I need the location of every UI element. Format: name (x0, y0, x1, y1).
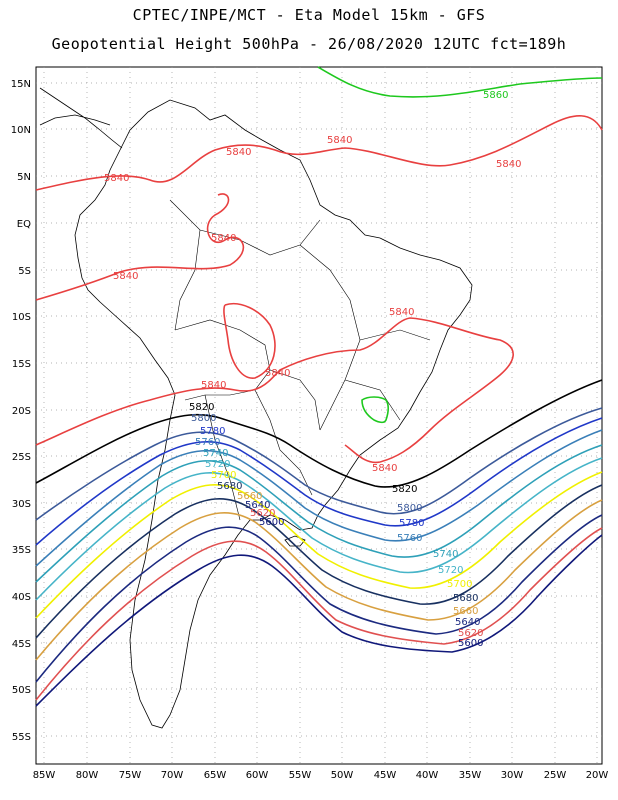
label-5660-b: 5660 (453, 606, 478, 617)
longitude-label: 50W (331, 770, 354, 781)
contour-5640 (35, 514, 603, 683)
longitude-label: 65W (204, 770, 227, 781)
latitude-label: 50S (12, 685, 31, 696)
label-5760-a: 5760 (195, 437, 220, 448)
latitude-label: 45S (12, 639, 31, 650)
contour-5840-amazon (35, 193, 244, 301)
latitude-label: 5S (18, 266, 31, 277)
falkland-islands (284, 535, 306, 547)
contour-5740 (35, 444, 603, 583)
label-5840-a: 5840 (327, 135, 352, 146)
longitude-label: 70W (161, 770, 184, 781)
label-5840-j: 5840 (372, 463, 397, 474)
longitude-label: 85W (33, 770, 56, 781)
latitude-labels: 15N 10N 5N EQ 5S 10S 15S 20S 25S 30S 35S 40S 45S 50S 5… (11, 79, 31, 743)
label-5840-b: 5840 (226, 147, 251, 158)
latitude-label: 40S (12, 592, 31, 603)
latitude-label: 20S (12, 406, 31, 417)
title-line-1: CPTEC/INPE/MCT - Eta Model 15km - GFS (132, 6, 486, 24)
coastlines (39, 87, 473, 729)
latitude-label: 15S (12, 359, 31, 370)
latitude-label: 10N (11, 125, 31, 136)
label-5800-b: 5800 (397, 503, 422, 514)
contour-5840-north (35, 115, 603, 191)
latitude-label: 25S (12, 452, 31, 463)
contour-5820 (35, 379, 603, 488)
longitude-label: 80W (76, 770, 99, 781)
contour-5600 (35, 534, 603, 707)
central-america-coast (39, 87, 123, 149)
contour-5800 (35, 407, 603, 521)
label-5840-g: 5840 (389, 307, 414, 318)
longitude-label: 30W (501, 770, 524, 781)
label-5600-b: 5600 (458, 638, 483, 649)
contour-5680 (35, 484, 603, 639)
longitude-label: 20W (586, 770, 609, 781)
graticule (36, 67, 602, 764)
longitude-label: 60W (246, 770, 269, 781)
label-5720-b: 5720 (438, 565, 463, 576)
label-5840-d: 5840 (496, 159, 521, 170)
contours (35, 66, 603, 707)
label-5640-b: 5640 (455, 617, 480, 628)
contour-5660 (35, 499, 603, 661)
contour-5700 (35, 471, 603, 619)
map-frame (35, 66, 603, 765)
longitude-label: 75W (119, 770, 142, 781)
label-5780-a: 5780 (200, 426, 225, 437)
longitude-label: 25W (544, 770, 567, 781)
contour-5620 (35, 527, 603, 701)
label-5840-e: 5840 (211, 233, 236, 244)
longitude-label: 40W (416, 770, 439, 781)
label-5840-f: 5840 (113, 271, 138, 282)
contour-5720 (35, 457, 603, 601)
label-5680-a: 5680 (217, 481, 242, 492)
label-5700-b: 5700 (447, 579, 472, 590)
label-5640-a: 5640 (245, 500, 270, 511)
label-5680-b: 5680 (453, 593, 478, 604)
label-5740-a: 5740 (203, 448, 228, 459)
country-borders (169, 199, 431, 521)
latitude-label: 5N (17, 172, 31, 183)
contour-5780 (35, 417, 603, 546)
contour-5840-patch (223, 303, 276, 379)
label-5800-a: 5800 (191, 413, 216, 424)
label-5620-a: 5620 (250, 508, 275, 519)
label-5820-b: 5820 (392, 484, 417, 495)
longitude-label: 45W (374, 770, 397, 781)
label-5600-a: 5600 (259, 517, 284, 528)
contour-5840-south (35, 317, 514, 464)
label-5760-b: 5760 (397, 533, 422, 544)
label-5620-b: 5620 (458, 628, 483, 639)
label-5780-b: 5780 (399, 518, 424, 529)
contour-5860-inland (361, 396, 390, 424)
label-5660-a: 5660 (237, 491, 262, 502)
label-5840-c: 5840 (104, 173, 129, 184)
contour-5760 (35, 429, 603, 567)
latitude-label: 30S (12, 499, 31, 510)
latitude-label: 10S (12, 312, 31, 323)
longitude-label: 35W (459, 770, 482, 781)
label-5840-h: 5840 (265, 368, 290, 379)
latitude-label: EQ (17, 219, 31, 230)
label-5740-b: 5740 (433, 549, 458, 560)
latitude-label: 55S (12, 732, 31, 743)
label-5860: 5860 (483, 90, 508, 101)
contour-5860 (317, 66, 603, 98)
title-line-2: Geopotential Height 500hPa - 26/08/2020 … (51, 35, 567, 53)
longitude-labels: 85W 80W 75W 70W 65W 60W 55W 50W 45W 40W 35W 30W 25W 2… (33, 770, 609, 781)
label-5720-a: 5720 (205, 459, 230, 470)
longitude-label: 55W (289, 770, 312, 781)
latitude-label: 15N (11, 79, 31, 90)
south-america-coast (74, 99, 473, 729)
label-5820-a: 5820 (189, 402, 214, 413)
label-5840-i: 5840 (201, 380, 226, 391)
label-5700-a: 5700 (211, 470, 236, 481)
contour-labels: 5860 5840 5840 5840 5840 5840 5840 5840 … (104, 90, 521, 649)
latitude-label: 35S (12, 545, 31, 556)
